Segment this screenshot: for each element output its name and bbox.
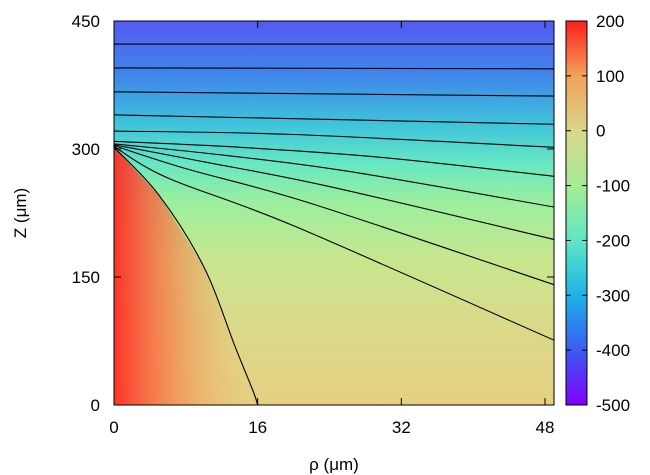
x-tick-label: 48 [536, 418, 555, 437]
y-axis: 0 150 300 450 [72, 12, 554, 415]
x-axis-label: ρ (μm) [309, 455, 359, 474]
contour-line [114, 146, 259, 405]
colorbar-tick-label: -400 [596, 341, 630, 360]
colorbar-tick-label: -100 [596, 177, 630, 196]
x-tick-label: 0 [109, 418, 118, 437]
contour-line [114, 114, 554, 125]
y-tick-label: 0 [91, 396, 100, 415]
colorbar-ticks: 200 100 0 -100 -200 -300 -400 -500 [566, 12, 630, 415]
colorbar-tick-label: -200 [596, 231, 630, 250]
y-tick-label: 150 [72, 268, 100, 287]
contour-line [114, 67, 554, 70]
colorbar-tick-label: -500 [596, 396, 630, 415]
contour-line [114, 140, 554, 177]
colorbar-scale [565, 20, 588, 406]
y-axis-label: Z (μm) [11, 188, 30, 238]
contour-line [114, 130, 554, 148]
contour-line [114, 143, 554, 208]
colorbar: 200 100 0 -100 -200 -300 -400 -500 [565, 12, 630, 415]
y-tick-label: 450 [72, 12, 100, 31]
contour-line [114, 91, 554, 97]
contour-line [114, 144, 554, 240]
colorbar-tick-label: 200 [596, 12, 624, 31]
hot-region [114, 147, 258, 405]
x-axis: 0 16 32 48 [109, 21, 554, 437]
plot-area [113, 20, 555, 406]
y-tick-label: 300 [72, 140, 100, 159]
contour-line [114, 145, 554, 341]
plot-frame [113, 20, 555, 406]
contour-lines [114, 43, 554, 405]
colorbar-tick-label: 0 [596, 122, 605, 141]
x-tick-label: 32 [392, 418, 411, 437]
contour-line [114, 145, 554, 286]
colorbar-tick-label: 100 [596, 67, 624, 86]
colorbar-tick-label: -300 [596, 286, 630, 305]
x-tick-label: 16 [248, 418, 267, 437]
